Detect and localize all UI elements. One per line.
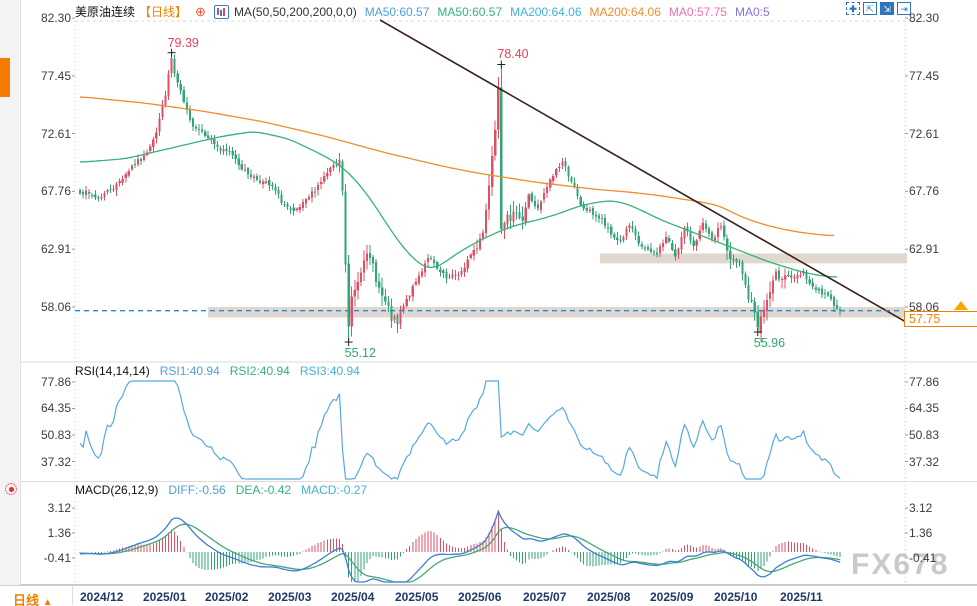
y-axis-label-rsi-left: 50.83 [40,428,71,442]
macd-header: MACD(26,12,9) DIFF:-0.56 DEA:-0.42 MACD:… [75,483,367,497]
live-indicator-dot [8,486,14,492]
y-axis-label-main-left: 58.06 [40,300,71,314]
x-axis-label: 2025/01 [143,590,187,604]
y-axis-label-macd-left: 3.12 [47,501,71,515]
y-axis-label-main-right: 58.06 [909,300,940,314]
x-axis-label: 2025/10 [714,590,758,604]
y-axis-label-main-right: 62.91 [909,242,940,257]
timeframe-text: 日线 [13,593,40,606]
ma50-readout-2: MA50:60.57 [437,4,503,19]
timeframe-label[interactable]: 【日线】 [139,5,188,19]
sidebar-orange-scrollbar[interactable] [0,58,10,97]
axis-scale-icon[interactable]: ⇱ [863,2,877,15]
x-axis-label: 2025/02 [205,590,249,604]
y-axis-label-rsi-right: 77.86 [909,375,940,389]
rsi-line [79,380,841,480]
y-axis-label-main-left: 82.30 [40,11,71,25]
trendline [379,19,907,323]
dea-line [79,523,841,583]
zone-band [208,307,905,318]
price-annotation: 55.12 [344,346,376,361]
x-axis-label: 2025/06 [458,590,502,604]
left-sidebar [0,0,21,585]
bottom-axis-bar [0,585,977,606]
macd-params[interactable]: MACD(26,12,9) [75,483,159,497]
zone-band [600,253,907,264]
timeframe-selector[interactable]: 日线 ▲ [13,590,53,606]
price-annotation: 55.96 [753,336,786,351]
ma200-readout-2: MA200:64.06 [589,4,661,19]
y-axis-label-main-right: 82.30 [909,11,940,25]
rsi1-readout: RSI1:40.94 [159,364,220,378]
y-axis-label-rsi-right: 37.32 [909,454,940,469]
y-axis-label-rsi-right: 50.83 [909,428,940,442]
price-annotation: 78.40 [497,47,529,62]
crosshair-tool-icon[interactable]: ✚ [846,2,860,15]
x-axis-label: 2025/07 [523,590,567,604]
y-axis-label-main-right: 67.76 [909,184,940,199]
ma-line [79,96,835,237]
y-axis-label-main-left: 72.61 [40,126,71,141]
candles [78,52,842,343]
rsi3-readout: RSI3:40.94 [299,364,360,378]
x-axis-label: 2024/12 [80,590,124,604]
x-axis-label: 2025/11 [780,590,823,604]
timeframe-dropdown-arrow-icon: ▲ [42,597,53,606]
x-axis-label: 2025/05 [395,590,439,604]
dea-readout: DEA:-0.42 [235,483,292,497]
x-axis-label: 2025/08 [587,590,631,604]
y-axis-label-main-left: 62.91 [40,242,71,257]
axis-scale-active-icon[interactable]: ⇲ [880,2,894,15]
chart-type-icon[interactable] [213,4,229,19]
y-axis-label-main-right: 77.45 [909,68,940,83]
ma200-readout-1: MA200:64.06 [510,4,582,19]
live-indicator-icon[interactable] [5,483,17,495]
bottom-bar-divider [72,586,73,605]
x-axis-label: 2025/03 [268,590,312,604]
ma50-readout-1: MA50:60.57 [364,4,430,19]
rsi2-readout: RSI2:40.94 [229,364,290,378]
y-axis-label-main-left: 77.45 [40,68,71,83]
rsi-params[interactable]: RSI(14,14,14) [75,364,150,378]
y-axis-label-macd-right: 3.12 [909,501,933,515]
y-axis-label-main-right: 72.61 [909,126,940,141]
y-axis-label-rsi-left: 64.35 [40,401,71,416]
ma0-readout-2: MA0:5 [734,4,770,19]
chart-header: 美原油连续 【日线】 ⊕ MA(50,50,200,200,0,0) MA50:… [75,3,770,20]
y-axis-label-macd-right: -0.41 [909,550,937,565]
y-axis-label-rsi-left: 77.86 [40,375,71,389]
y-axis-label-rsi-right: 64.35 [909,401,940,416]
add-indicator-icon[interactable]: ⊕ [195,3,206,19]
macd-histogram [79,510,841,582]
last-price-tag: 57.75 [904,311,977,327]
watermark: FX678 [851,548,950,581]
y-axis-label-rsi-left: 37.32 [40,454,71,469]
x-axis-label: 2025/04 [331,590,375,604]
y-axis-label-main-left: 67.76 [40,184,71,199]
ma-line [79,131,838,278]
price-alert-arrow-icon[interactable] [954,301,968,310]
diff-line [80,509,841,583]
diff-readout: DIFF:-0.56 [168,483,226,497]
chart-toolbar: ✚ ⇱ ⇲ ⇥ [846,2,911,15]
price-annotation: 79.39 [167,35,199,50]
ma-settings-label[interactable]: MA(50,50,200,200,0,0) [233,4,357,19]
x-axis-label: 2025/09 [650,590,694,604]
ma0-readout-1: MA0:57.75 [668,4,727,19]
macd-readout: MACD:-0.27 [301,483,368,497]
pan-right-icon[interactable]: ⇥ [897,2,911,15]
y-axis-label-macd-left: -0.41 [43,550,71,565]
rsi-header: RSI(14,14,14) RSI1:40.94 RSI2:40.94 RSI3… [75,364,360,378]
symbol-name: 美原油连续 [75,5,136,19]
y-axis-label-macd-right: 1.36 [909,525,933,540]
y-axis-label-macd-left: 1.36 [47,525,71,540]
